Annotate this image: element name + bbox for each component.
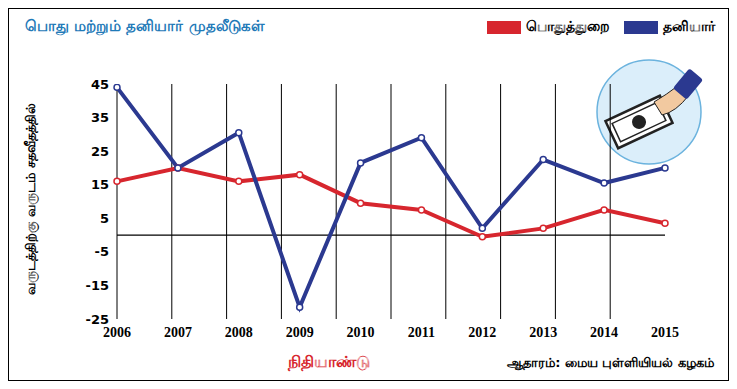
html-text:ஆதாரம்: மைய புள்ளியியல் கழகம்: ஆதாரம்: மைய புள்ளியியல் கழகம் [507, 355, 714, 370]
svg-text:2011: 2011 [408, 325, 435, 340]
svg-text:2012: 2012 [468, 325, 496, 340]
html-text:பொதுத்துறை: பொதுத்துறை [526, 18, 610, 34]
svg-text:2008: 2008 [225, 325, 253, 340]
svg-text:25: 25 [91, 144, 109, 159]
svg-text:2014: 2014 [590, 325, 618, 340]
svg-text:2006: 2006 [103, 325, 131, 340]
svg-text:2009: 2009 [286, 325, 314, 340]
html-text:நிதியாண்டு: நிதியாண்டு [288, 352, 370, 371]
svg-text:15: 15 [91, 177, 109, 192]
html-text:தனியார்: தனியார் [663, 18, 715, 34]
svg-text:45: 45 [91, 77, 109, 92]
svg-text:-5: -5 [95, 244, 109, 259]
html-text:பொது மற்றும் தனியார் முதலீடுகள: பொது மற்றும் தனியார் முதலீடுகள் [25, 17, 265, 35]
svg-text:2010: 2010 [347, 325, 375, 340]
html-text:வருடத்திற்கு வருடம் சதவீதத்தில: வருடத்திற்கு வருடம் சதவீதத்தில் [23, 103, 38, 295]
svg-text:-15: -15 [86, 278, 110, 293]
svg-text:5: 5 [100, 211, 109, 226]
svg-text:2015: 2015 [651, 325, 679, 340]
svg-text:-25: -25 [86, 312, 110, 327]
svg-text:35: 35 [91, 110, 109, 125]
svg-text:2007: 2007 [164, 325, 192, 340]
svg-text:2013: 2013 [529, 325, 557, 340]
